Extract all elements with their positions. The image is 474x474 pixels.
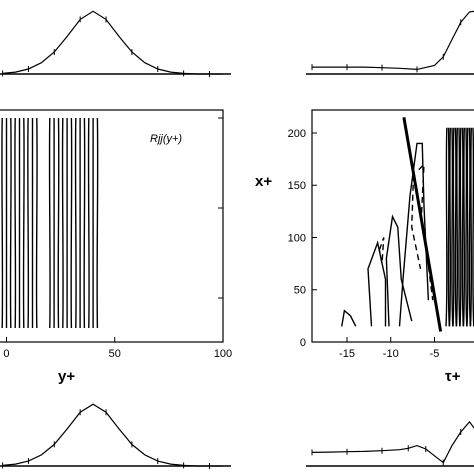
contour-line — [385, 214, 413, 327]
middle-right-frame — [311, 109, 474, 343]
contour-line — [57, 117, 60, 329]
top-left-profile-panel — [0, 10, 231, 77]
contour-line — [466, 127, 469, 327]
x-tick-label: -15 — [339, 348, 355, 360]
x-tick-label: 0 — [3, 348, 9, 360]
series-line — [311, 420, 474, 464]
reference-line — [402, 117, 443, 332]
contour-line — [14, 117, 17, 329]
contour-line — [83, 117, 86, 329]
contour-line — [462, 127, 466, 327]
panel-annotation: Rjj(y+) — [150, 133, 182, 145]
bottom-right-profile-panel — [306, 420, 474, 467]
contour-line — [461, 127, 464, 327]
x-axis-label-right: τ+ — [445, 368, 461, 385]
contour-line — [398, 142, 430, 327]
contour-line — [458, 127, 461, 327]
contour-line — [48, 117, 51, 329]
middle-left-contour-panel: Rjj(y+) y+ 0 50 100 — [0, 109, 232, 385]
x-tick-label: 100 — [214, 348, 232, 360]
contour-line — [96, 117, 99, 329]
x-axis-label-left: y+ — [58, 368, 75, 385]
contour-line — [469, 127, 473, 327]
contour-line — [87, 117, 90, 329]
x-tick-label: -10 — [383, 348, 399, 360]
contour-line — [341, 309, 357, 327]
series-line — [2, 403, 223, 467]
contour-line — [452, 127, 455, 327]
contour-line — [35, 117, 38, 329]
contour-line — [459, 127, 462, 327]
series-line — [312, 10, 474, 71]
contour-line — [454, 127, 457, 327]
contour-line — [468, 127, 471, 327]
y-tick-label: 200 — [288, 128, 306, 140]
contour-line — [1, 117, 4, 329]
contour-line — [448, 127, 452, 327]
contour-line — [465, 127, 468, 327]
dashed-contour — [411, 174, 422, 269]
y-tick-label: 0 — [300, 337, 306, 349]
contour-line — [472, 127, 474, 327]
x-tick-label: 50 — [109, 348, 121, 360]
bottom-left-profile-panel — [0, 403, 231, 469]
top-right-profile-panel — [306, 10, 474, 75]
contour-line — [447, 127, 450, 327]
contour-line — [22, 117, 25, 329]
contour-line — [451, 127, 454, 327]
y-tick-label: 50 — [294, 285, 306, 297]
contour-line — [367, 240, 387, 327]
y-tick-label: 150 — [288, 180, 306, 192]
contour-line — [9, 117, 12, 329]
series-line — [2, 10, 223, 75]
y-axis-label-right: x+ — [255, 173, 272, 190]
contour-line — [455, 127, 459, 327]
contour-line — [445, 127, 448, 327]
contour-line — [27, 117, 30, 329]
y-tick-label: 100 — [288, 232, 306, 244]
x-tick-label: -5 — [430, 348, 440, 360]
contour-line — [70, 117, 73, 329]
contour-line — [74, 117, 77, 329]
contour-line — [61, 117, 64, 329]
middle-left-frame — [0, 109, 224, 343]
